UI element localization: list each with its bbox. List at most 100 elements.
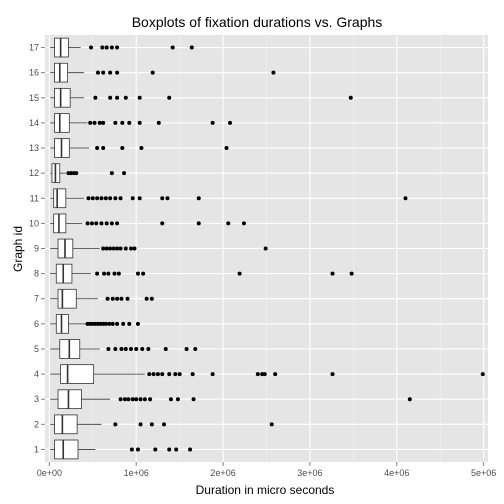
outlier-point [167, 372, 172, 377]
outlier-point [348, 95, 353, 100]
outlier-point [125, 296, 130, 301]
outlier-point [85, 221, 90, 226]
x-tick-label: 2e+06 [210, 468, 235, 478]
outlier-point [196, 196, 201, 201]
outlier-point [137, 196, 142, 201]
y-tick-label: 10 [29, 218, 39, 228]
outlier-point [103, 321, 108, 326]
y-tick-label: 14 [29, 118, 39, 128]
outlier-point [188, 447, 193, 452]
outlier-point [129, 447, 134, 452]
outlier-point [89, 221, 94, 226]
outlier-point [110, 321, 115, 326]
outlier-point [263, 246, 268, 251]
outlier-point [111, 246, 116, 251]
outlier-point [93, 95, 98, 100]
box [54, 62, 68, 83]
outlier-point [121, 321, 126, 326]
x-tick-label: 3e+06 [297, 468, 322, 478]
outlier-point [210, 372, 215, 377]
box [53, 213, 67, 234]
outlier-point [269, 422, 274, 427]
outlier-point [115, 296, 120, 301]
outlier-point [113, 422, 118, 427]
outlier-point [167, 447, 172, 452]
outlier-point [132, 246, 137, 251]
outlier-point [407, 397, 412, 402]
outlier-point [118, 397, 123, 402]
outlier-point [101, 70, 106, 75]
x-tick-label: 4e+06 [384, 468, 409, 478]
outlier-point [139, 146, 144, 151]
outlier-point [112, 271, 117, 276]
outlier-point [177, 372, 182, 377]
outlier-point [109, 221, 114, 226]
outlier-point [135, 447, 140, 452]
outlier-point [106, 346, 111, 351]
outlier-point [141, 271, 146, 276]
outlier-point [273, 372, 278, 377]
y-tick-label: 3 [34, 394, 39, 404]
x-axis-ticks: 0e+00 1e+06 2e+06 3e+06 4e+06 5e+06 [37, 462, 496, 478]
outlier-point [118, 246, 123, 251]
outlier-point [118, 196, 123, 201]
outlier-point [89, 45, 94, 50]
outlier-point [109, 45, 114, 50]
outlier-point [146, 346, 151, 351]
box [57, 389, 82, 410]
outlier-point [123, 95, 128, 100]
outlier-point [99, 196, 104, 201]
outlier-point [122, 171, 127, 176]
outlier-point [153, 447, 158, 452]
outlier-point [130, 196, 135, 201]
outlier-point [147, 372, 152, 377]
y-tick-label: 12 [29, 168, 39, 178]
outlier-point [102, 271, 107, 276]
outlier-point [128, 246, 133, 251]
outlier-point [119, 346, 124, 351]
box-group-6 [50, 314, 140, 334]
x-tick-label: 5e+06 [471, 468, 496, 478]
box [57, 288, 77, 309]
outlier-point [95, 70, 100, 75]
outlier-point [123, 346, 128, 351]
y-tick-label: 7 [34, 294, 39, 304]
x-axis-title: Duration in micro seconds [196, 483, 335, 497]
outlier-point [86, 196, 91, 201]
outlier-point [189, 45, 194, 50]
box [54, 87, 71, 108]
outlier-point [210, 120, 215, 125]
outlier-point [115, 246, 120, 251]
outlier-point [101, 120, 106, 125]
outlier-point [162, 422, 167, 427]
outlier-point [97, 120, 102, 125]
outlier-point [142, 397, 147, 402]
outlier-point [150, 70, 155, 75]
outlier-point [149, 422, 154, 427]
outlier-point [170, 45, 175, 50]
outlier-point [137, 95, 142, 100]
y-tick-label: 16 [29, 68, 39, 78]
outlier-point [115, 95, 120, 100]
outlier-point [107, 321, 112, 326]
outlier-point [95, 146, 100, 151]
outlier-point [74, 171, 79, 176]
box [54, 37, 69, 58]
outlier-point [134, 397, 139, 402]
box-group-4 [50, 364, 485, 384]
outlier-point [120, 146, 125, 151]
outlier-point [173, 372, 178, 377]
outlier-point [196, 221, 201, 226]
outlier-point [95, 196, 100, 201]
y-tick-label: 6 [34, 319, 39, 329]
outlier-point [105, 296, 110, 301]
outlier-point [271, 70, 276, 75]
outlier-point [156, 120, 161, 125]
y-tick-label: 11 [30, 193, 39, 203]
outlier-point [108, 246, 113, 251]
y-tick-label: 13 [29, 143, 39, 153]
outlier-point [193, 346, 198, 351]
outlier-point [241, 221, 246, 226]
y-tick-label: 15 [29, 93, 39, 103]
